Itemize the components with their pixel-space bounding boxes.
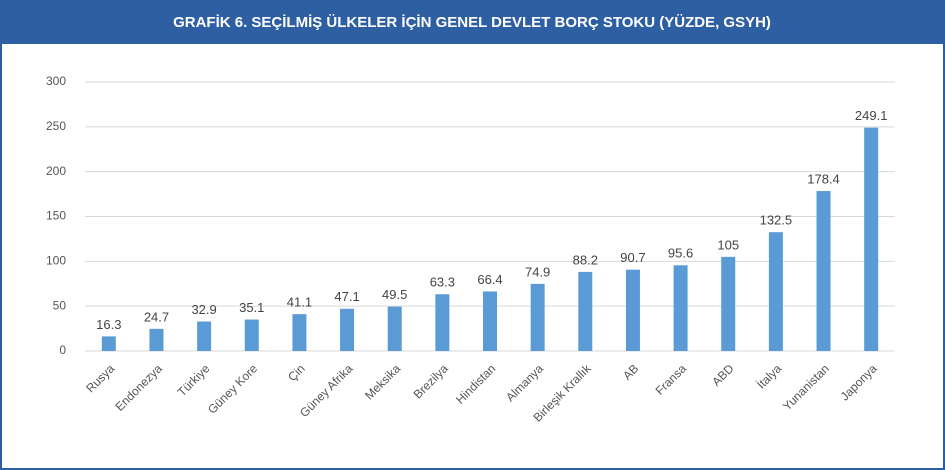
bar (387, 306, 402, 351)
value-label: 90.7 (620, 250, 645, 265)
value-label: 32.9 (191, 302, 216, 317)
y-tick-label: 150 (46, 209, 66, 223)
bar (292, 314, 307, 351)
value-label: 249.1 (855, 108, 888, 123)
value-label: 95.6 (668, 246, 693, 261)
bar (483, 291, 497, 351)
value-label: 132.5 (760, 213, 793, 228)
bar (578, 271, 593, 351)
value-label: 16.3 (96, 317, 121, 332)
value-label: 178.4 (807, 171, 840, 186)
bar (768, 232, 783, 351)
value-label: 63.3 (430, 275, 455, 290)
value-label: 49.5 (382, 287, 407, 302)
bar (721, 256, 736, 351)
value-label: 24.7 (144, 309, 169, 324)
value-label: 47.1 (334, 289, 359, 304)
bar (530, 283, 545, 351)
value-label: 105 (717, 237, 739, 252)
bar (673, 265, 688, 351)
value-label: 41.1 (287, 295, 312, 310)
y-tick-label: 100 (46, 254, 66, 268)
value-label: 88.2 (573, 252, 598, 267)
bar (625, 269, 640, 351)
bar (149, 328, 164, 351)
y-tick-label: 300 (46, 74, 66, 88)
bar (816, 191, 831, 351)
value-label: 74.9 (525, 264, 550, 279)
bar (435, 294, 450, 351)
bar (197, 321, 212, 351)
y-tick-label: 0 (59, 343, 66, 357)
y-tick-label: 50 (53, 298, 67, 312)
bar (864, 127, 879, 351)
value-label: 66.4 (477, 272, 502, 287)
bar (101, 336, 116, 351)
y-tick-label: 250 (46, 119, 66, 133)
bar (340, 308, 355, 351)
value-label: 35.1 (239, 300, 264, 315)
chart-title: GRAFİK 6. SEÇİLMİŞ ÜLKELER İÇİN GENEL DE… (173, 14, 771, 31)
title-bar (0, 0, 945, 44)
bar (244, 319, 259, 351)
y-tick-label: 200 (46, 164, 66, 178)
